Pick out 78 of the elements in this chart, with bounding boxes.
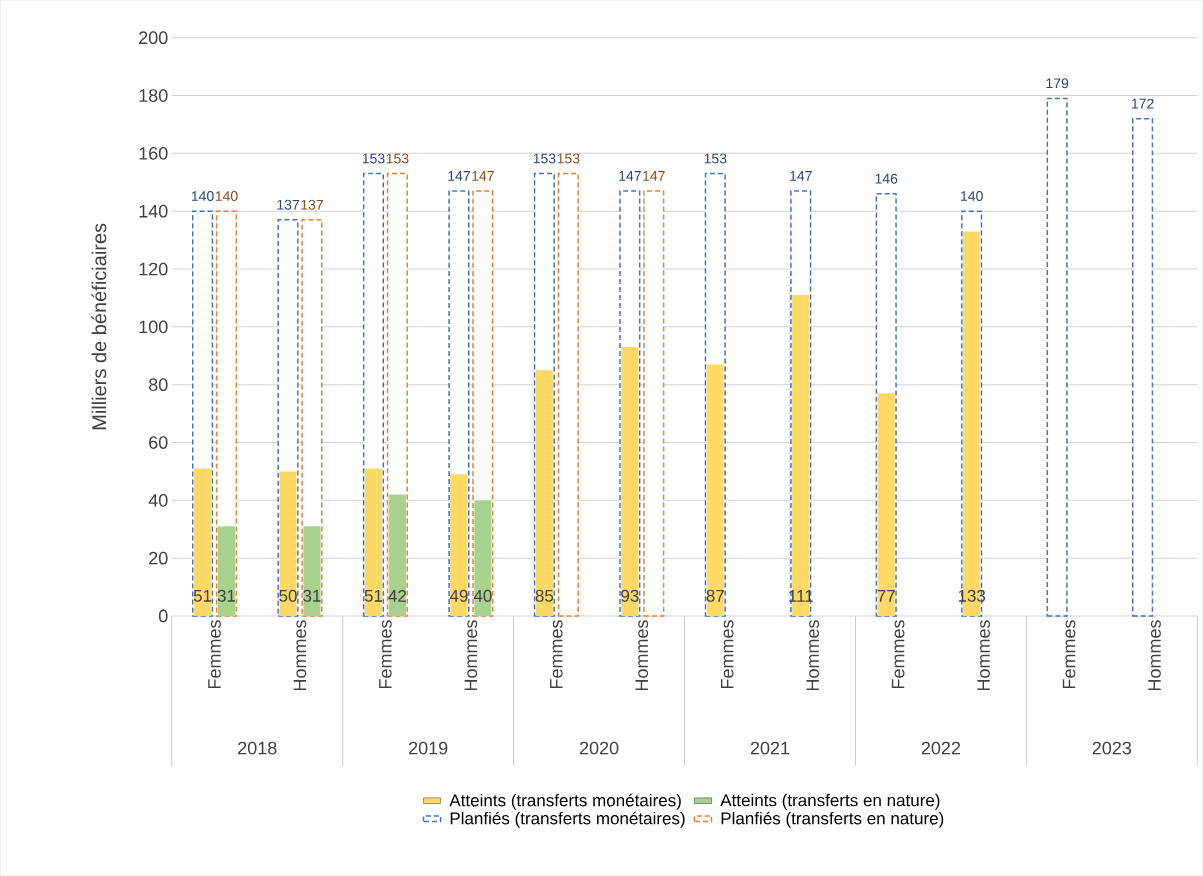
bar [706, 364, 724, 617]
data-label: 147 [790, 171, 812, 181]
y-tick-label: 60 [149, 436, 168, 449]
text: 2018 [238, 741, 277, 755]
y-tick-label: 20 [149, 551, 168, 565]
data-label: 147 [472, 171, 494, 181]
y-tick-label: 200 [139, 31, 168, 45]
bar [557, 172, 579, 617]
data-label: 153 [362, 153, 385, 164]
data-label: 179 [1046, 78, 1069, 89]
data-label: 140 [191, 191, 214, 202]
text: 2019 [409, 741, 448, 755]
bar [474, 500, 492, 617]
text: 2022 [921, 741, 961, 755]
y-tick-label: 40 [148, 494, 168, 507]
data-label: 49 [449, 589, 468, 602]
data-label: 140 [961, 191, 983, 202]
x-tick-label: Hommes [977, 620, 990, 691]
bar [364, 468, 383, 617]
y-tick-label: 100 [139, 320, 168, 334]
bar [303, 526, 321, 617]
bar [194, 468, 212, 617]
data-label: 137 [277, 199, 299, 210]
data-label: 50 [279, 589, 297, 602]
bar [877, 393, 895, 617]
bar [643, 190, 665, 617]
data-label: 147 [619, 171, 641, 181]
bar [388, 494, 406, 617]
data-label: 153 [704, 153, 727, 164]
data-label: 146 [875, 173, 898, 184]
x-tick-label: Femmes [208, 620, 221, 689]
data-label: 42 [388, 589, 406, 602]
data-label: 137 [301, 199, 323, 210]
y-axis-title: Milliers de bénéficiaires [91, 223, 107, 430]
data-label: 31 [217, 589, 236, 602]
y-tick-label: 140 [139, 204, 168, 218]
data-label: 51 [364, 590, 383, 602]
x-tick-label: Femmes [720, 620, 734, 689]
bar [1046, 97, 1068, 617]
y-tick-label: 160 [139, 147, 168, 160]
x-tick-label: Femmes [379, 620, 392, 689]
data-label: 40 [473, 589, 492, 602]
x-tick-label: Femmes [1062, 620, 1076, 689]
bar [217, 526, 236, 617]
legend-label: Planfiés (transferts monétaires) [450, 811, 685, 828]
text: 2021 [750, 741, 790, 755]
bar [621, 347, 639, 617]
data-label: 172 [1131, 98, 1154, 109]
x-tick-label: Femmes [550, 620, 563, 689]
x-tick-label: Hommes [1148, 620, 1161, 691]
data-label: 77 [877, 590, 895, 602]
legend-label: Atteints (transferts en nature) [720, 793, 940, 810]
data-label: 147 [448, 171, 470, 181]
x-tick-label: Hommes [635, 620, 649, 691]
x-tick-label: Hommes [464, 620, 478, 691]
bar [450, 474, 468, 617]
legend-label: Planfiés (transferts en nature) [721, 811, 944, 828]
x-tick-label: Hommes [293, 620, 307, 691]
y-tick-label: 80 [149, 378, 168, 392]
bar [535, 370, 553, 617]
x-tick-label: Femmes [891, 620, 905, 689]
text: 2020 [579, 741, 619, 755]
data-label: 93 [621, 589, 639, 602]
data-label: 51 [193, 590, 212, 602]
bar [1132, 118, 1154, 617]
y-tick-label: 120 [139, 262, 168, 276]
data-label: 147 [643, 171, 665, 181]
data-label: 140 [215, 191, 238, 202]
x-tick-label: Hommes [806, 620, 820, 691]
data-label: 31 [303, 589, 321, 602]
text: 2023 [1092, 741, 1132, 755]
data-label: 153 [386, 153, 409, 164]
data-label: 153 [557, 153, 580, 164]
y-tick-label: 0 [158, 609, 168, 623]
bar [279, 471, 297, 617]
y-tick-label: 180 [139, 89, 168, 102]
legend-label: Atteints (transferts monétaires) [449, 793, 681, 810]
data-label: 153 [533, 153, 556, 164]
